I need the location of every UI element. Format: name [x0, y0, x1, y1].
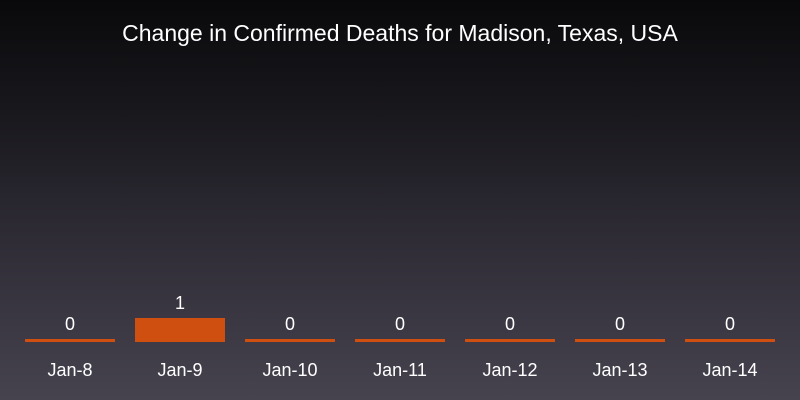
- value-label-jan-9: 1: [175, 293, 185, 313]
- bar-jan-11: [355, 339, 445, 342]
- bar-jan-14: [685, 339, 775, 342]
- value-labels-group: 0 1 0 0 0 0 0: [65, 293, 735, 334]
- value-label-jan-12: 0: [505, 314, 515, 334]
- value-label-jan-8: 0: [65, 314, 75, 334]
- value-label-jan-11: 0: [395, 314, 405, 334]
- bars-group: [25, 318, 775, 342]
- bar-jan-12: [465, 339, 555, 342]
- value-label-jan-13: 0: [615, 314, 625, 334]
- bar-jan-8: [25, 339, 115, 342]
- x-tick-label-jan-12: Jan-12: [482, 360, 537, 380]
- value-label-jan-14: 0: [725, 314, 735, 334]
- value-label-jan-10: 0: [285, 314, 295, 334]
- x-tick-label-jan-10: Jan-10: [262, 360, 317, 380]
- bar-jan-13: [575, 339, 665, 342]
- x-tick-label-jan-9: Jan-9: [157, 360, 202, 380]
- x-tick-label-jan-8: Jan-8: [47, 360, 92, 380]
- x-tick-label-jan-11: Jan-11: [373, 360, 427, 380]
- x-tick-label-jan-13: Jan-13: [592, 360, 647, 380]
- bar-jan-10: [245, 339, 335, 342]
- bar-jan-9: [135, 318, 225, 342]
- x-axis-tick-labels: Jan-8 Jan-9 Jan-10 Jan-11 Jan-12 Jan-13 Jan-14: [47, 360, 757, 380]
- chart-title: Change in Confirmed Deaths for Madison, …: [122, 20, 678, 46]
- x-tick-label-jan-14: Jan-14: [702, 360, 757, 380]
